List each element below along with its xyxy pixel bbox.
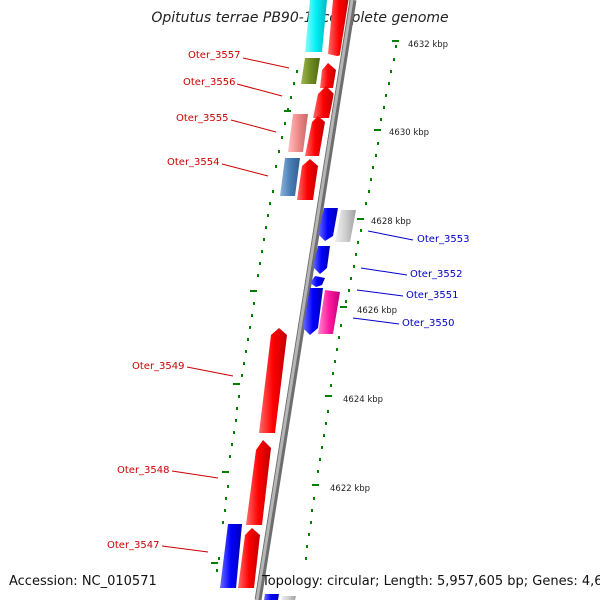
gene-feature-oter_3554-steel <box>280 158 300 196</box>
tick-label-4624: 4624 kbp <box>343 395 383 405</box>
tick-label-4626: 4626 kbp <box>357 306 397 316</box>
tick-label-4630: 4630 kbp <box>389 128 429 138</box>
tick-label-4632: 4632 kbp <box>408 40 448 50</box>
scale-track-left <box>211 70 298 572</box>
gene-label-oter_3547: Oter_3547 <box>107 540 160 551</box>
gene-label-oter_3555: Oter_3555 <box>176 113 229 124</box>
gene-label-oter_3557: Oter_3557 <box>188 50 241 61</box>
forward-strand-genes <box>220 0 350 588</box>
map-title: Opitutus terrae PB90-1, complete genome <box>151 10 449 26</box>
gene-feature-oter_3555-pink <box>288 114 308 152</box>
gene-labels: Oter_3557 Oter_3556 Oter_3555 Oter_3554 … <box>107 50 470 551</box>
gene-feature-oter_3550 <box>318 290 340 334</box>
gene-feature-oter_3554 <box>297 159 318 200</box>
gene-feature-oter_3550-blue <box>303 288 323 335</box>
gene-feature-oter_3548 <box>246 440 271 525</box>
gene-feature-oter_3553-grey <box>335 210 356 242</box>
gene-feature-oter_3551 <box>310 276 325 287</box>
gene-feature-bottom-grey <box>281 596 296 600</box>
topology-text: Topology: circular; Length: 5,957,605 bp… <box>262 574 600 589</box>
gene-feature-oter_3549 <box>259 328 287 433</box>
gene-label-oter_3553: Oter_3553 <box>417 234 470 245</box>
label-leaders <box>161 57 414 553</box>
gene-label-oter_3554: Oter_3554 <box>167 157 220 168</box>
gene-feature-oter_3547 <box>238 528 260 588</box>
tick-label-4628: 4628 kbp <box>371 217 411 227</box>
gene-label-oter_3548: Oter_3548 <box>117 465 170 476</box>
gene-feature-oter_3557 <box>301 58 320 84</box>
gene-feature-oter_3552 <box>313 246 330 274</box>
scale-track-right <box>305 40 399 560</box>
gene-feature-bottom-blue <box>264 594 279 600</box>
gene-label-oter_3550: Oter_3550 <box>402 318 455 329</box>
gene-label-oter_3549: Oter_3549 <box>132 361 185 372</box>
accession-text: Accession: NC_010571 <box>9 574 157 589</box>
gene-feature-red-3557 <box>320 63 336 88</box>
gene-feature-oter_3555 <box>305 116 325 156</box>
gene-feature-oter_3556 <box>313 86 334 118</box>
scale-tick-labels: 4632 kbp 4630 kbp 4628 kbp 4626 kbp 4624… <box>330 40 448 494</box>
reverse-strand-genes <box>264 208 356 600</box>
gene-feature-cyan <box>305 0 327 52</box>
tick-label-4622: 4622 kbp <box>330 484 370 494</box>
gene-feature-oter_3547-blue <box>220 524 242 588</box>
gene-label-oter_3556: Oter_3556 <box>183 77 236 88</box>
gene-label-oter_3551: Oter_3551 <box>406 290 459 301</box>
genome-backbone <box>253 0 357 600</box>
gene-label-oter_3552: Oter_3552 <box>410 269 463 280</box>
gene-feature-oter_3553 <box>318 208 338 241</box>
